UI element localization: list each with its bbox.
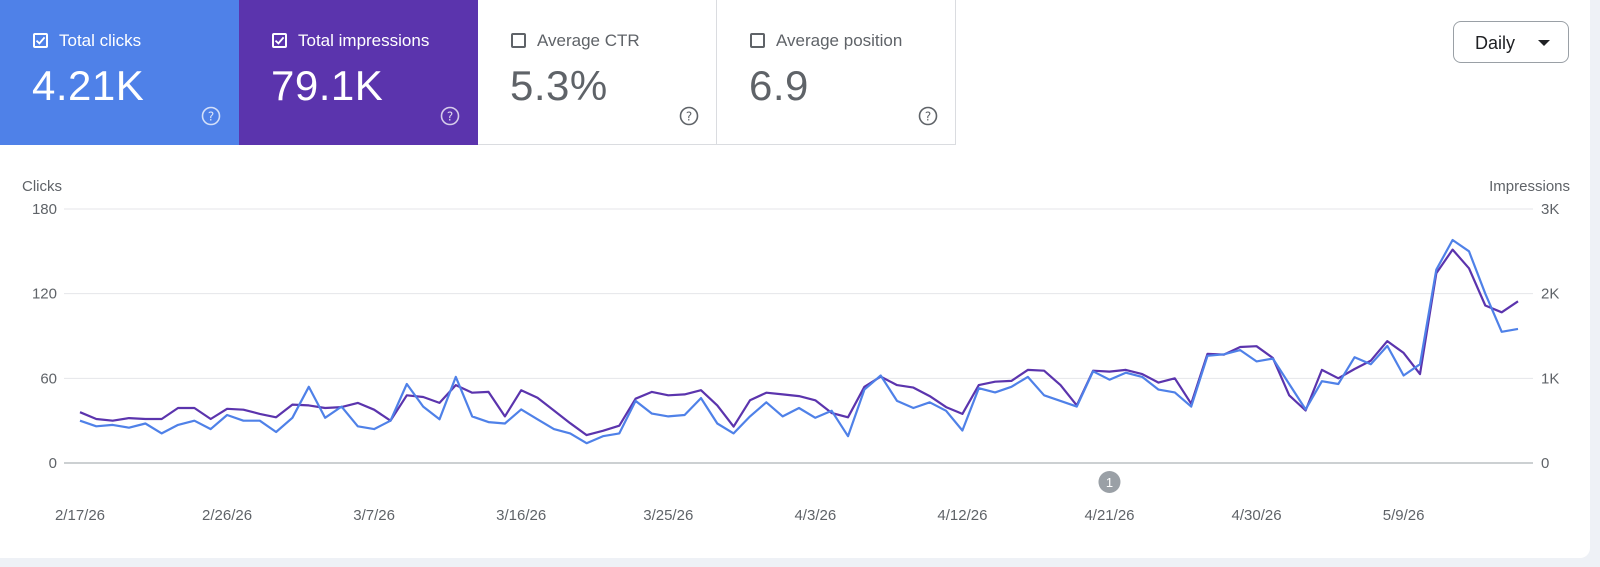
performance-chart: 180 3K 120 2K 60 1K 0 0 2/17/26 2/26/26 3/7/26 3/16…: [32, 201, 1559, 524]
average-position-tile[interactable]: Average position 6.9 ?: [717, 0, 956, 145]
x-tick: 4/12/26: [937, 507, 987, 524]
x-tick: 5/9/26: [1383, 507, 1425, 524]
y-tick-left: 0: [49, 455, 57, 472]
total-clicks-checkbox[interactable]: [33, 33, 48, 48]
y-tick-right: 3K: [1541, 201, 1559, 218]
total-clicks-value: 4.21K: [32, 62, 145, 109]
y-tick-right: 1K: [1541, 370, 1559, 387]
x-tick: 2/17/26: [55, 507, 105, 524]
svg-text:?: ?: [447, 110, 453, 124]
help-icon[interactable]: ?: [918, 106, 938, 126]
average-ctr-label: Average CTR: [537, 31, 640, 50]
total-impressions-checkbox[interactable]: [272, 33, 287, 48]
y-tick-left: 120: [32, 286, 57, 303]
average-position-value: 6.9: [749, 62, 809, 109]
right-axis-title: Impressions: [1489, 178, 1570, 195]
help-icon[interactable]: ?: [201, 106, 221, 126]
total-impressions-tile[interactable]: Total impressions 79.1K ?: [239, 0, 478, 145]
left-axis-title: Clicks: [22, 178, 62, 195]
average-ctr-value: 5.3%: [510, 62, 608, 109]
x-tick: 3/7/26: [353, 507, 395, 524]
daily-dropdown-label: Daily: [1475, 33, 1516, 53]
annotation-marker[interactable]: [1098, 471, 1121, 493]
total-clicks-tile[interactable]: Total clicks 4.21K ?: [0, 0, 239, 145]
x-tick: 2/26/26: [202, 507, 252, 524]
x-tick: 3/16/26: [496, 507, 546, 524]
annotation-label: 1: [1106, 475, 1113, 490]
svg-text:?: ?: [686, 110, 692, 124]
dropdown-arrow-icon: [1538, 40, 1550, 46]
checkmark-icon: [274, 36, 285, 45]
svg-text:?: ?: [208, 110, 214, 124]
svg-text:?: ?: [925, 110, 931, 124]
total-impressions-value: 79.1K: [271, 62, 384, 109]
performance-card: Total clicks 4.21K ? Total impressions 7…: [0, 0, 1590, 558]
x-tick: 3/25/26: [643, 507, 693, 524]
y-tick-left: 60: [40, 370, 57, 387]
average-ctr-tile[interactable]: Average CTR 5.3% ?: [478, 0, 717, 145]
x-tick: 4/30/26: [1232, 507, 1282, 524]
total-impressions-label: Total impressions: [298, 31, 430, 50]
average-position-label: Average position: [776, 31, 903, 50]
x-tick: 4/3/26: [794, 507, 836, 524]
x-tick: 4/21/26: [1084, 507, 1134, 524]
total-clicks-label: Total clicks: [59, 31, 142, 50]
help-icon[interactable]: ?: [440, 106, 460, 126]
average-ctr-checkbox[interactable]: [511, 33, 526, 48]
y-tick-right: 0: [1541, 455, 1549, 472]
average-position-checkbox[interactable]: [750, 33, 765, 48]
checkmark-icon: [35, 36, 46, 45]
y-tick-left: 180: [32, 201, 57, 218]
metric-tiles: Total clicks 4.21K ? Total impressions 7…: [0, 0, 956, 145]
help-icon[interactable]: ?: [679, 106, 699, 126]
daily-dropdown[interactable]: Daily: [1453, 21, 1569, 63]
clicks-line: [79, 238, 1519, 445]
y-tick-right: 2K: [1541, 286, 1559, 303]
